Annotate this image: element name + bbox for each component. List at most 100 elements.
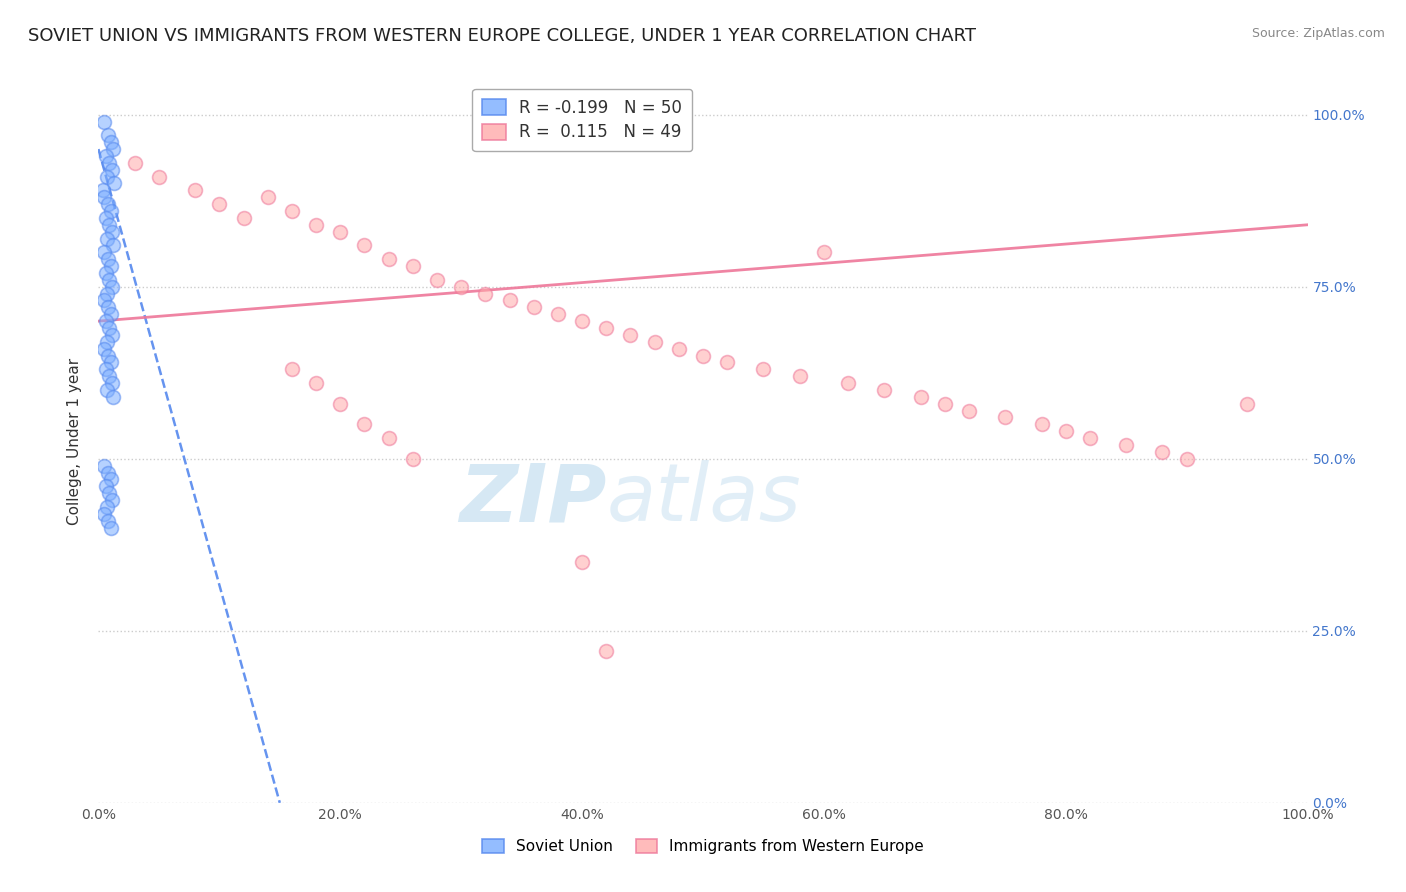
Point [402,451,425,466]
Point [97,514,120,528]
Point [100,376,122,390]
Point [934,397,956,411]
Point [96,231,118,245]
Point [957,403,980,417]
Point [208,197,231,211]
Point [100,472,122,486]
Point [329,225,352,239]
Point [474,286,496,301]
Point [93,190,115,204]
Point [256,190,278,204]
Point [100,520,122,534]
Point [1115,438,1137,452]
Point [692,349,714,363]
Point [93,245,115,260]
Point [97,128,120,143]
Point [93,342,115,356]
Point [97,252,120,267]
Point [98,369,121,384]
Point [523,301,546,315]
Point [100,279,122,293]
Point [98,156,121,170]
Point [93,114,115,128]
Point [668,342,690,356]
Point [377,252,399,267]
Point [98,273,121,287]
Point [716,355,738,369]
Point [305,376,328,390]
Point [1078,431,1101,445]
Point [100,162,122,177]
Point [595,321,617,335]
Point [94,211,117,225]
Point [402,259,425,273]
Y-axis label: College, Under 1 year: College, Under 1 year [67,358,83,525]
Point [96,286,118,301]
Point [305,218,328,232]
Point [148,169,170,184]
Point [93,507,115,521]
Point [752,362,775,376]
Point [97,197,120,211]
Point [281,204,304,219]
Point [498,293,520,308]
Point [377,431,399,445]
Point [571,555,593,569]
Point [571,314,593,328]
Point [98,321,121,335]
Point [100,135,122,149]
Point [100,259,122,273]
Point [232,211,254,225]
Point [100,225,122,239]
Point [100,204,122,219]
Point [101,238,124,252]
Point [93,293,115,308]
Point [98,486,121,500]
Point [644,334,666,349]
Point [281,362,304,376]
Point [1054,424,1077,438]
Point [837,376,859,390]
Point [91,183,114,197]
Point [813,245,835,260]
Point [96,169,118,184]
Point [619,327,641,342]
Point [101,142,124,156]
Text: ZIP: ZIP [458,460,606,539]
Point [595,644,617,658]
Point [94,479,117,493]
Point [93,458,115,473]
Point [124,156,146,170]
Point [426,273,449,287]
Point [101,390,124,404]
Point [450,279,472,293]
Point [353,417,375,432]
Point [873,383,896,397]
Legend: Soviet Union, Immigrants from Western Europe: Soviet Union, Immigrants from Western Eu… [477,832,929,860]
Point [97,349,120,363]
Point [100,327,122,342]
Point [94,149,117,163]
Point [353,238,375,252]
Point [97,466,120,480]
Point [98,218,121,232]
Point [329,397,352,411]
Text: Source: ZipAtlas.com: Source: ZipAtlas.com [1251,27,1385,40]
Point [94,362,117,376]
Point [94,314,117,328]
Point [789,369,811,384]
Point [1152,445,1174,459]
Point [1031,417,1053,432]
Text: atlas: atlas [606,460,801,539]
Point [96,383,118,397]
Point [96,334,118,349]
Point [100,493,122,508]
Point [100,307,122,321]
Point [184,183,207,197]
Point [994,410,1017,425]
Point [547,307,569,321]
Point [97,301,120,315]
Point [1236,397,1258,411]
Point [910,390,932,404]
Point [103,177,125,191]
